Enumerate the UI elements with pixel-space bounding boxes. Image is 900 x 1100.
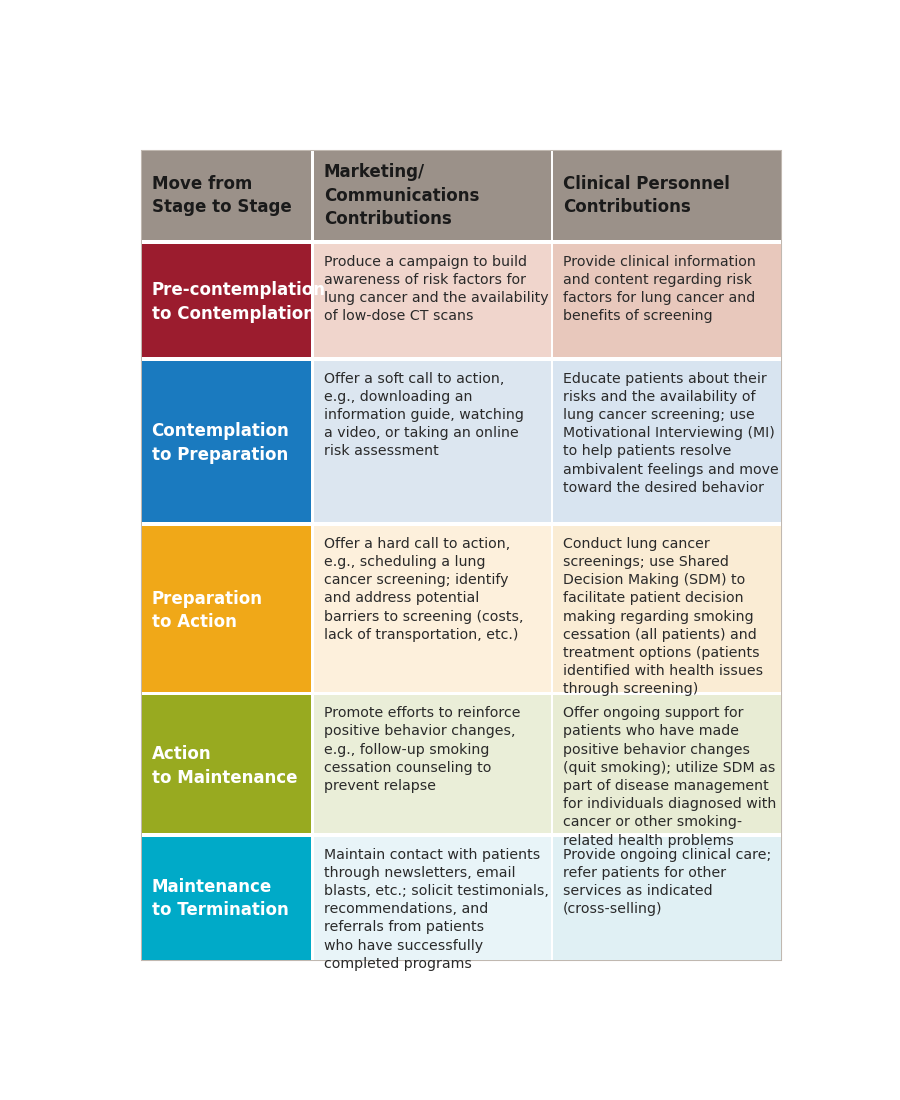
Text: Offer a hard call to action,
e.g., scheduling a lung
cancer screening; identify
: Offer a hard call to action, e.g., sched… xyxy=(324,537,523,641)
Bar xyxy=(142,241,780,244)
Text: Clinical Personnel
Contributions: Clinical Personnel Contributions xyxy=(563,175,730,217)
Text: Promote efforts to reinforce
positive behavior changes,
e.g., follow-up smoking
: Promote efforts to reinforce positive be… xyxy=(324,706,520,793)
Bar xyxy=(554,361,780,526)
Text: Move from
Stage to Stage: Move from Stage to Stage xyxy=(151,175,292,217)
Bar xyxy=(554,695,780,837)
Text: Pre-contemplation
to Contemplation: Pre-contemplation to Contemplation xyxy=(151,282,326,323)
Bar xyxy=(142,361,311,526)
Text: Contemplation
to Preparation: Contemplation to Preparation xyxy=(151,422,289,464)
Bar xyxy=(314,361,551,526)
Text: Educate patients about their
risks and the availability of
lung cancer screening: Educate patients about their risks and t… xyxy=(563,372,778,495)
Bar xyxy=(142,522,780,526)
Bar xyxy=(142,151,311,241)
Bar xyxy=(314,151,551,241)
Bar xyxy=(311,151,314,960)
Text: Offer a soft call to action,
e.g., downloading an
information guide, watching
a : Offer a soft call to action, e.g., downl… xyxy=(324,372,524,459)
Text: Offer ongoing support for
patients who have made
positive behavior changes
(quit: Offer ongoing support for patients who h… xyxy=(563,706,777,847)
Text: Action
to Maintenance: Action to Maintenance xyxy=(151,745,297,786)
Text: Maintenance
to Termination: Maintenance to Termination xyxy=(151,878,288,920)
Bar xyxy=(314,837,551,960)
Bar xyxy=(314,244,551,361)
Bar xyxy=(551,151,554,960)
Text: Produce a campaign to build
awareness of risk factors for
lung cancer and the av: Produce a campaign to build awareness of… xyxy=(324,255,548,323)
Text: Conduct lung cancer
screenings; use Shared
Decision Making (SDM) to
facilitate p: Conduct lung cancer screenings; use Shar… xyxy=(563,537,763,696)
Bar xyxy=(142,244,311,361)
Bar xyxy=(142,837,311,960)
Bar xyxy=(142,834,780,837)
Text: Provide clinical information
and content regarding risk
factors for lung cancer : Provide clinical information and content… xyxy=(563,255,756,323)
Bar xyxy=(554,526,780,695)
Bar xyxy=(142,692,780,695)
Text: Provide ongoing clinical care;
refer patients for other
services as indicated
(c: Provide ongoing clinical care; refer pat… xyxy=(563,848,771,916)
Bar xyxy=(142,695,311,837)
Bar xyxy=(554,837,780,960)
Text: Maintain contact with patients
through newsletters, email
blasts, etc.; solicit : Maintain contact with patients through n… xyxy=(324,848,549,971)
Bar xyxy=(142,358,780,361)
Text: Preparation
to Action: Preparation to Action xyxy=(151,590,263,631)
Bar xyxy=(314,526,551,695)
Bar xyxy=(314,695,551,837)
Bar xyxy=(142,526,311,695)
Bar xyxy=(554,244,780,361)
Bar xyxy=(554,151,780,241)
Text: Marketing/
Communications
Contributions: Marketing/ Communications Contributions xyxy=(324,163,479,228)
